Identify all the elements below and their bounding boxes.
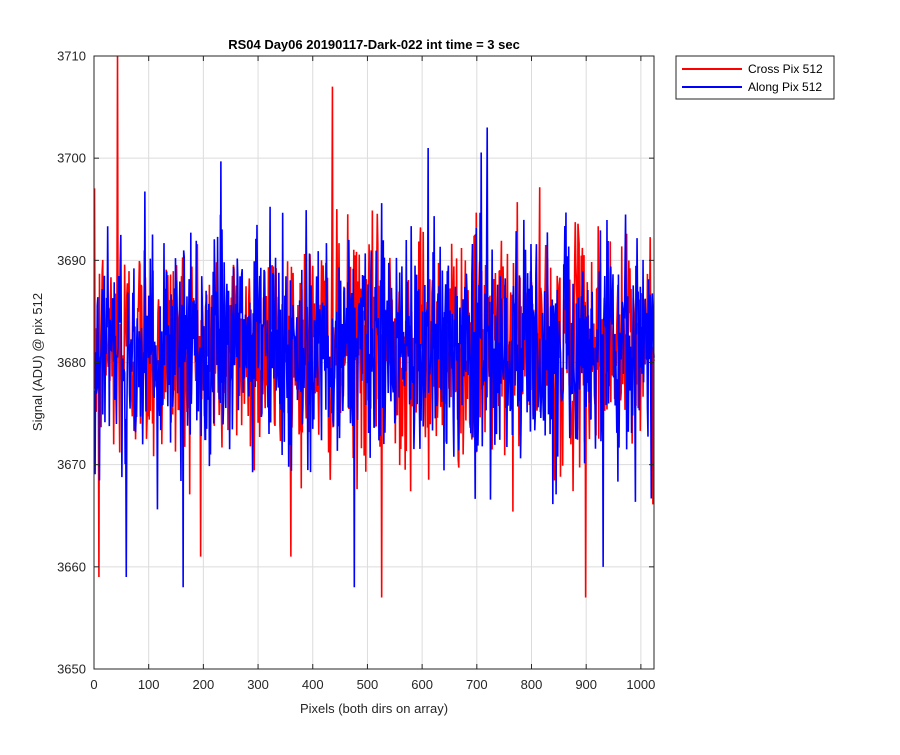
x-tick-label: 0 (90, 677, 97, 692)
legend-label-cross-pix: Cross Pix 512 (748, 62, 823, 76)
series-layer (93, 55, 655, 598)
series-line-along-pix (93, 127, 655, 588)
y-tick-label: 3680 (57, 355, 86, 370)
y-tick-label: 3670 (57, 457, 86, 472)
x-tick-label: 900 (575, 677, 597, 692)
x-tick-label: 200 (193, 677, 215, 692)
x-tick-label: 600 (411, 677, 433, 692)
y-tick-label: 3690 (57, 253, 86, 268)
x-tick-label: 700 (466, 677, 488, 692)
y-tick-label: 3710 (57, 49, 86, 64)
x-tick-label: 500 (357, 677, 379, 692)
chart-title: RS04 Day06 20190117-Dark-022 int time = … (228, 37, 520, 52)
x-tick-label: 100 (138, 677, 160, 692)
x-tick-label: 1000 (626, 677, 655, 692)
axis-ticks: 0 100 200 300 400 500 600 700 800 900 1000 3650 3660… (57, 49, 655, 693)
x-tick-label: 300 (247, 677, 269, 692)
legend: Cross Pix 512 Along Pix 512 (675, 55, 835, 100)
x-tick-label: 800 (521, 677, 543, 692)
y-tick-label: 3650 (57, 662, 86, 677)
y-axis-label: Signal (ADU) @ pix 512 (30, 293, 45, 431)
legend-box (675, 55, 835, 100)
legend-label-along-pix: Along Pix 512 (748, 80, 822, 94)
y-tick-label: 3660 (57, 559, 86, 574)
x-axis-label: Pixels (both dirs on array) (300, 701, 448, 716)
x-tick-label: 400 (302, 677, 324, 692)
y-tick-label: 3700 (57, 151, 86, 166)
